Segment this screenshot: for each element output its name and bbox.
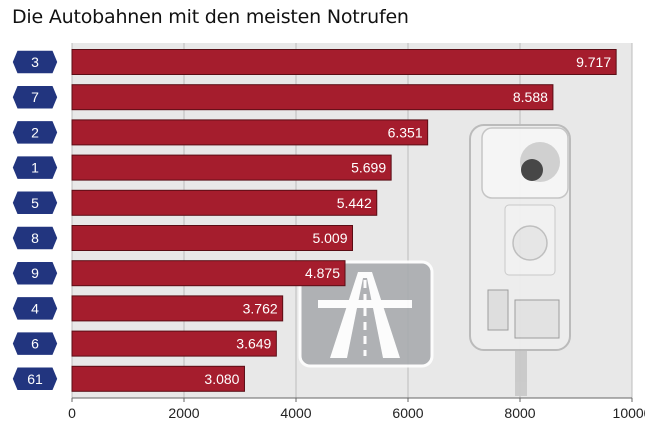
- bar: [71, 154, 392, 181]
- x-tick-label: 6000: [392, 405, 423, 421]
- bar-value-label: 3.080: [204, 371, 239, 387]
- x-tick-label: 2000: [168, 405, 199, 421]
- autobahn-badge: [11, 295, 59, 322]
- bar: [71, 189, 378, 216]
- x-tick-label: 4000: [280, 405, 311, 421]
- bar-value-label: 6.351: [388, 124, 423, 140]
- x-tick-label: 8000: [504, 405, 535, 421]
- category-label: 2: [31, 124, 39, 140]
- autobahn-badge: [11, 366, 59, 392]
- bar-value-label: 9.717: [576, 54, 611, 70]
- bar-value-label: 8.588: [513, 89, 548, 105]
- category-badges: 3 7 2 1 5 8 9 4 6 61: [11, 49, 59, 392]
- chart-title: Die Autobahnen mit den meisten Notrufen: [12, 6, 409, 28]
- bar-value-label: 4.875: [305, 265, 340, 281]
- bar-value-label: 3.649: [236, 336, 271, 352]
- bar-value-label: 5.699: [351, 160, 386, 176]
- autobahn-badge: [11, 260, 59, 286]
- bar: [71, 49, 617, 75]
- bar: [71, 330, 277, 357]
- category-label: 3: [31, 54, 39, 70]
- bar: [71, 260, 346, 287]
- emergency-call-box-icon: [469, 124, 571, 396]
- bar-value-label: 3.762: [243, 300, 278, 316]
- category-label: 61: [27, 371, 43, 387]
- autobahn-badge: [11, 49, 59, 75]
- category-label: 7: [31, 89, 39, 105]
- bar: [71, 84, 554, 111]
- autobahn-badge: [11, 84, 59, 110]
- x-tick-label: 0: [68, 405, 76, 421]
- category-label: 6: [31, 336, 39, 352]
- autobahn-badge: [11, 190, 59, 216]
- bar: [71, 119, 429, 146]
- bar: [71, 365, 245, 392]
- autobahn-badge: [11, 154, 59, 181]
- bar: [71, 295, 284, 322]
- category-label: 8: [31, 230, 39, 246]
- bars: 9.717 8.588 6.351 5.699 5.442 5.009 4.875 3.762…: [71, 49, 617, 392]
- autobahn-badge: [11, 119, 59, 146]
- x-axis: 0 2000 4000 6000 8000 10000: [68, 397, 645, 421]
- bar-value-label: 5.442: [337, 195, 372, 211]
- bar-value-label: 5.009: [312, 230, 347, 246]
- category-label: 1: [31, 160, 39, 176]
- autobahn-badge: [11, 330, 59, 357]
- category-label: 9: [31, 265, 39, 281]
- autobahn-badge: [11, 225, 59, 251]
- category-label: 5: [31, 195, 39, 211]
- category-label: 4: [31, 300, 39, 316]
- autobahn-sign-icon: [298, 260, 434, 368]
- bar: [71, 225, 354, 251]
- x-tick-label: 10000: [613, 405, 645, 421]
